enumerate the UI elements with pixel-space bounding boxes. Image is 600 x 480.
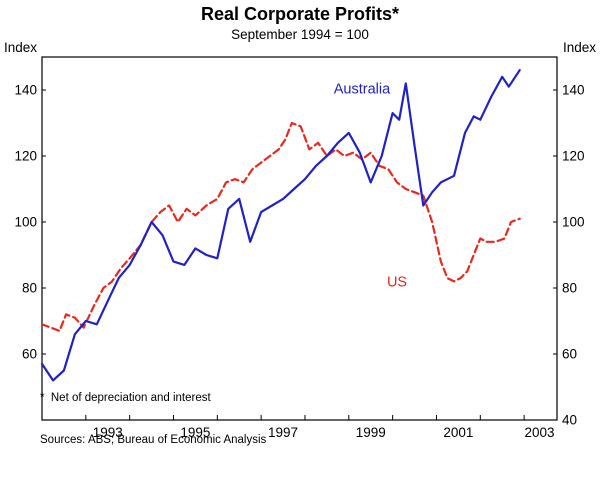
chart-footnotes: * Net of depreciation and interest Sourc…	[40, 363, 266, 475]
y-tick-label-left: 140	[14, 83, 37, 98]
footnote-note: * Net of depreciation and interest	[40, 392, 211, 404]
us-series-line	[40, 121, 521, 332]
y-tick-label-right: 140	[562, 83, 585, 98]
x-tick-label: 1993	[93, 425, 123, 440]
y-tick-label-left: 60	[22, 347, 37, 362]
y-axis-unit-right: Index	[562, 40, 596, 55]
y-tick-label-right: 100	[562, 215, 585, 230]
us-series-label: US	[387, 274, 407, 290]
x-tick-label: 1995	[180, 425, 210, 440]
x-tick-label: 1997	[268, 425, 298, 440]
y-tick-label-right: 40	[562, 413, 577, 428]
y-tick-label-left: 120	[14, 149, 37, 164]
plot-border	[41, 56, 558, 421]
y-tick-label-left: 80	[22, 281, 37, 296]
australia-series-label: Australia	[334, 81, 391, 97]
y-axis-unit-left: Index	[4, 40, 38, 55]
chart-title: Real Corporate Profits*	[200, 4, 400, 24]
x-tick-label: 2001	[443, 425, 473, 440]
y-tick-label-right: 60	[562, 347, 577, 362]
chart-subtitle: September 1994 = 100	[231, 27, 369, 42]
y-tick-label-right: 80	[562, 281, 577, 296]
australia-series-line	[40, 69, 521, 382]
footnote-sources: Sources: ABS; Bureau of Economic Analysi…	[40, 434, 267, 446]
x-tick-label: 2003	[524, 425, 554, 440]
y-tick-label-left: 100	[14, 215, 37, 230]
x-tick-label: 1999	[356, 425, 386, 440]
y-tick-label-right: 120	[562, 149, 585, 164]
